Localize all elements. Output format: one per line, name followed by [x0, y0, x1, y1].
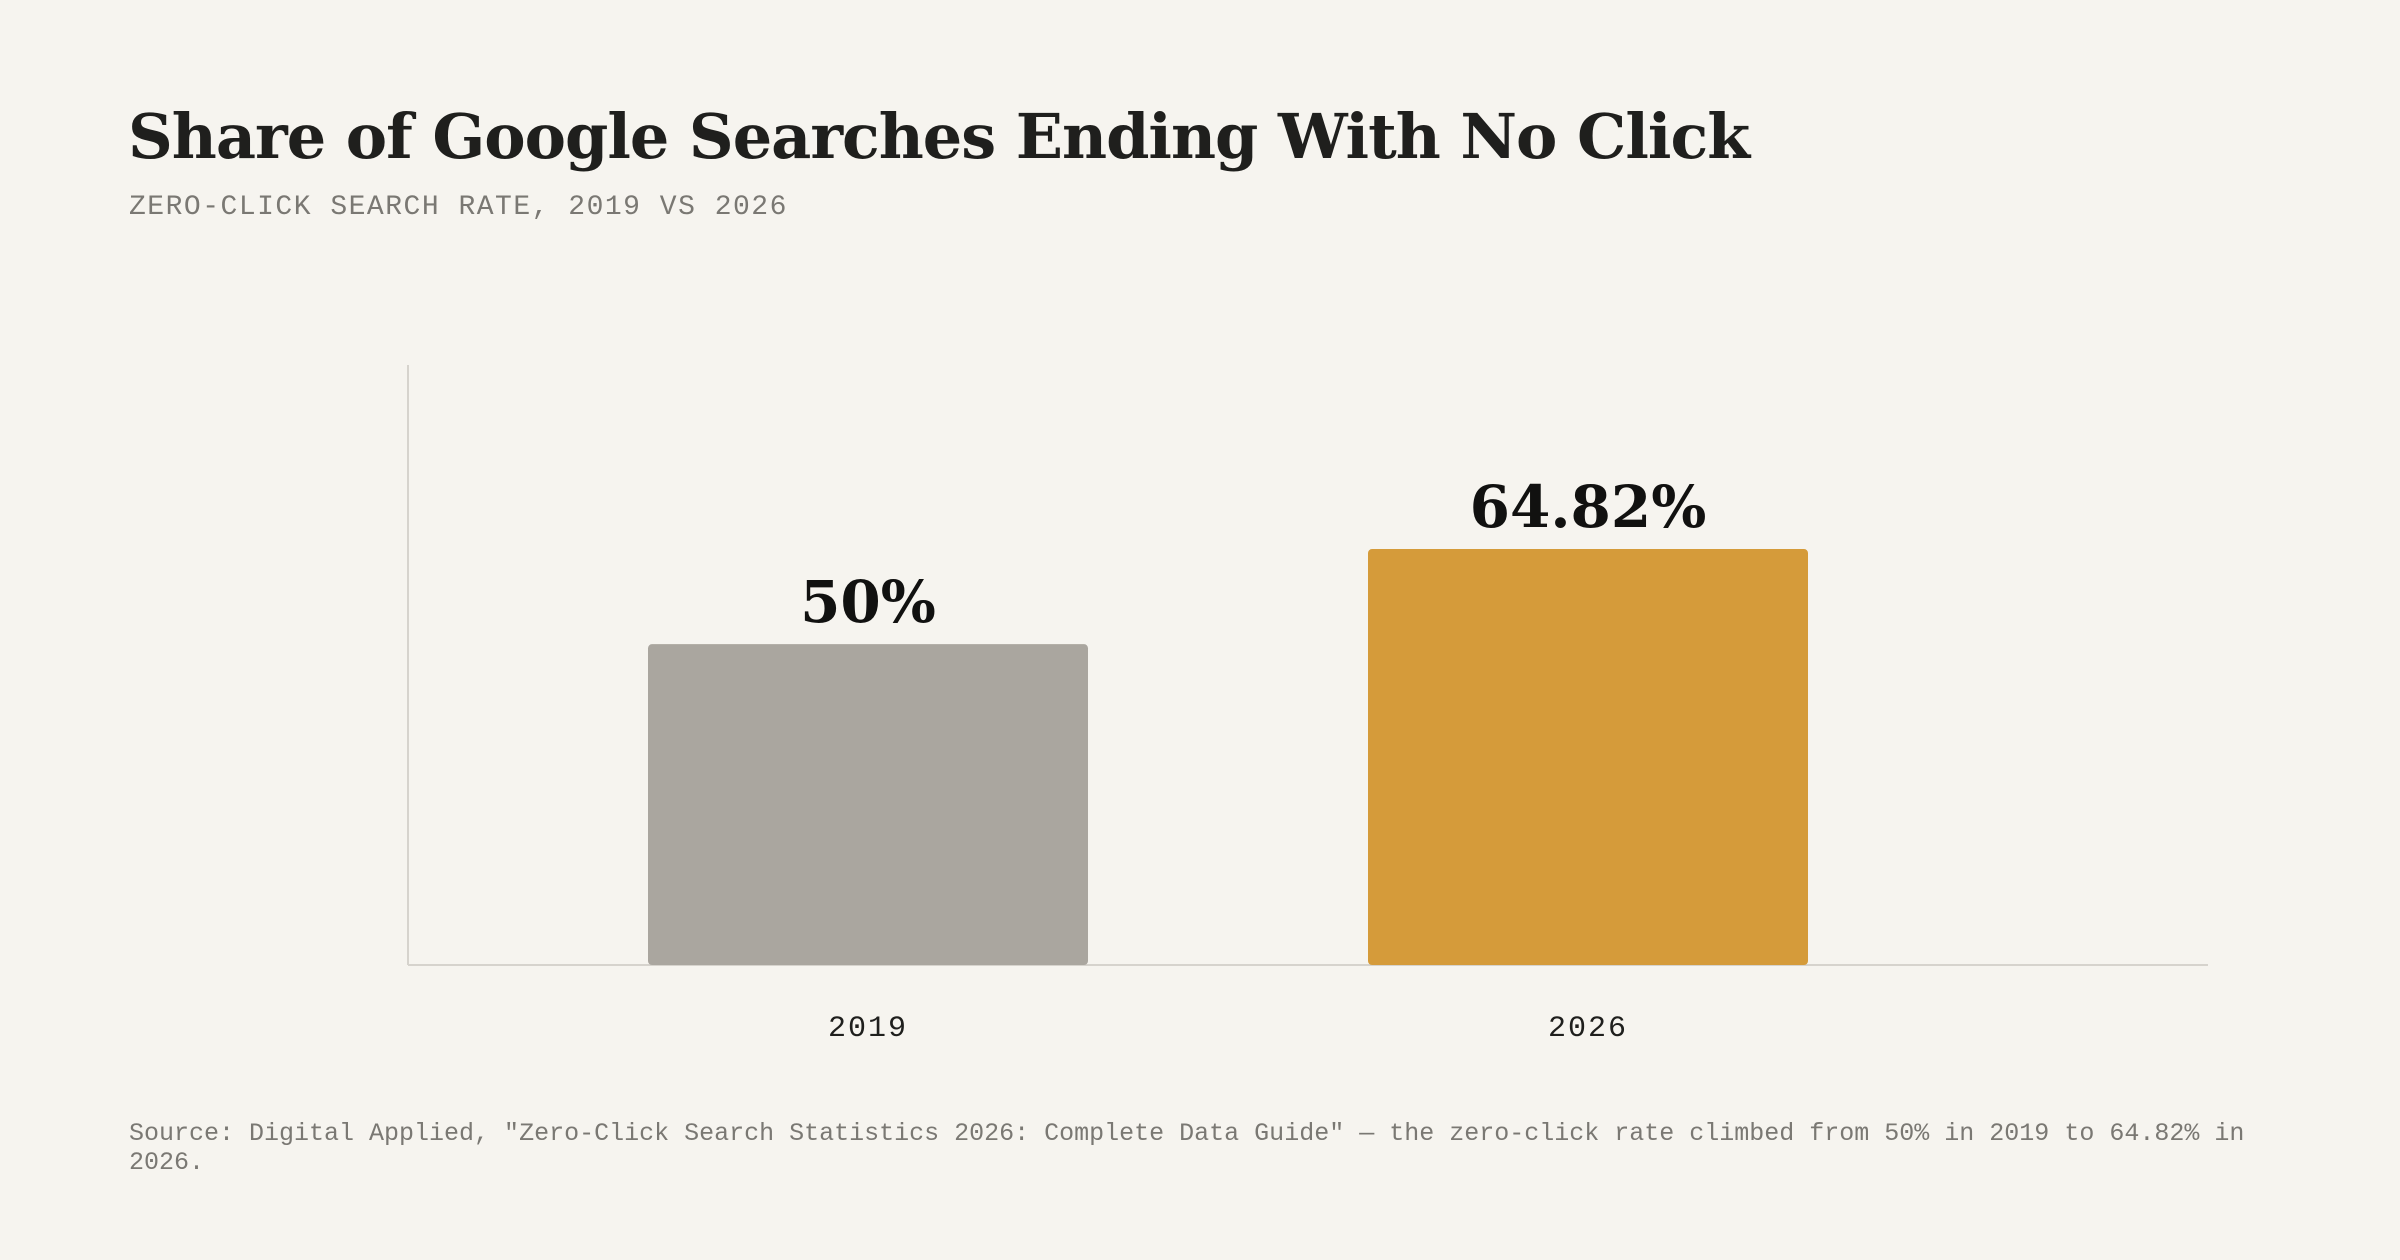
source-note: Source: Digital Applied, "Zero-Click Sea… [129, 1119, 2245, 1177]
x-tick-label-2026: 2026 [1548, 1012, 1628, 1046]
chart-title: Share of Google Searches Ending With No … [128, 100, 1750, 173]
bar-2019 [648, 644, 1088, 965]
chart-subtitle: ZERO-CLICK SEARCH RATE, 2019 VS 2026 [129, 192, 788, 223]
bar-chart: 50% 2019 64.82% 2026 [407, 365, 2208, 1046]
value-label-2019: 50% [800, 568, 936, 636]
x-tick-label-2019: 2019 [828, 1012, 908, 1046]
value-label-2026: 64.82% [1470, 473, 1707, 541]
bar-2026 [1368, 549, 1808, 965]
